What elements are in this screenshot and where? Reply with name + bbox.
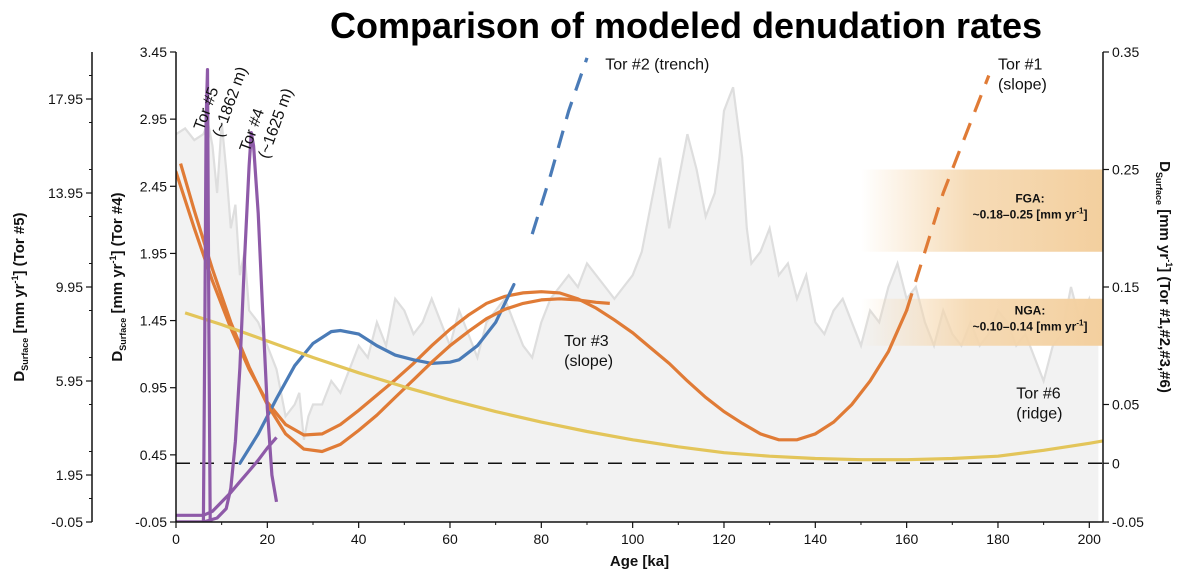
x-tick-label: 20 [260,531,276,547]
annotation-5-line-1: (ridge) [1016,406,1062,423]
series-tor-6-ridge-line [184,311,1103,462]
series-tor-4-1625-m-lower-line [176,436,278,517]
band-range-sup: -1 [1076,318,1084,327]
right-tick-label: 0.15 [1112,279,1139,295]
band-1-range: ~0.10–0.14 [mm yr-1] [973,318,1088,333]
left-outer-axis-label-text: DSurface [mm yr-1] (Tor #5) [10,212,30,381]
annotation-4: Tor #3 (slope) [564,333,613,370]
left-outer-axis-label: DSurface [mm yr-1] (Tor #5) [10,212,30,381]
x-tick-label: 160 [895,531,919,547]
x-tick-label: 0 [172,531,180,547]
x-tick-label: 100 [621,531,645,547]
background-proxy-fill [176,87,1099,522]
annotation-5-line-0: Tor #6 [1016,386,1061,403]
annotation-2-line-0: Tor #2 (trench) [605,57,709,74]
right-tick-label: 0 [1112,455,1120,471]
band-range-close: ] [1083,208,1087,222]
left-outer-tick-label: -0.05 [51,514,83,530]
band-range-close: ] [1083,319,1087,333]
x-tick-label: 60 [442,531,458,547]
left-inner-tick-label: 0.45 [140,447,167,463]
left-inner-tick-label: -0.05 [135,514,167,530]
left-inner-tick-label: 2.45 [140,178,167,194]
left-inner-tick-label: 3.45 [140,44,167,60]
annotation-2: Tor #2 (trench) [605,57,709,74]
right-axis-label-rest: [mm yr [1156,205,1173,259]
left-inner-axis-label-sub: Surface [118,318,128,351]
annotation-0: Tor #5(~1862 m) [191,65,251,140]
right-tick-label: -0.05 [1112,514,1144,530]
left-outer-tick-label: 5.95 [56,373,83,389]
left-outer-axis-label-rest: [mm yr [11,283,28,337]
band-range-sup: -1 [1076,207,1084,216]
left-outer-tick-label: 1.95 [56,467,83,483]
left-outer-axis-label-tail: ] (Tor #5) [11,212,28,275]
left-inner-tick-label: 2.95 [140,111,167,127]
annotation-3-line-1: (slope) [998,77,1047,94]
series-tor-4-1625-m-line [176,131,279,522]
right-axis-label-sup: -1 [1164,259,1174,267]
series-tor-5-1862-m-line [176,68,213,522]
series-tor-2-trench-dashed [530,57,589,235]
left-outer-axis-label-main: D [11,371,28,382]
x-tick-label: 140 [804,531,828,547]
band-1-label: NGA: [1015,303,1046,317]
band-range-text: ~0.10–0.14 [mm yr [973,319,1077,333]
left-inner-axis-label-tail: ] (Tor #4) [109,192,126,255]
annotation-5: Tor #6 (ridge) [1016,386,1062,423]
series-tor-3-line [179,163,610,454]
left-outer-axis-label-sub: Surface [20,338,30,371]
right-tick-label: 0.25 [1112,162,1139,178]
right-axis-label-text: DSurface [mm yr-1] (Tor #1,#2,#3,#6) [1154,161,1174,393]
right-axis-label: DSurface [mm yr-1] (Tor #1,#2,#3,#6) [1154,161,1174,393]
left-inner-tick-label: 1.95 [140,245,167,261]
annotation-1: Tor #4(~1625 m) [237,86,297,161]
band-0 [860,169,1103,252]
left-outer-axis-label-sup: -1 [10,275,20,283]
band-0-label: FGA: [1015,192,1044,206]
right-tick-label: 0.05 [1112,397,1139,413]
annotation-3-line-0: Tor #1 [998,57,1043,74]
x-tick-label: 80 [534,531,550,547]
left-inner-tick-label: 1.45 [140,313,167,329]
series-tor-2-trench-line [238,283,516,465]
annotation-4-line-1: (slope) [564,353,613,370]
left-inner-axis-label: DSurface [mm yr-1] (Tor #4) [108,192,128,361]
band-range-text: ~0.18–0.25 [mm yr [973,208,1077,222]
plot-area [176,57,1103,522]
x-tick-label: 200 [1078,531,1102,547]
x-axis-label: Age [ka] [610,553,669,570]
left-inner-axis-label-rest: [mm yr [109,263,126,317]
left-inner-axis-label-main: D [109,351,126,362]
left-outer-tick-label: 13.95 [48,185,83,201]
x-tick-label: 40 [351,531,367,547]
left-outer-tick-label: 9.95 [56,279,83,295]
right-axis-label-sub: Surface [1154,172,1164,205]
x-tick-label: 180 [986,531,1010,547]
right-axis-label-tail: ] (Tor #1,#2,#3,#6) [1156,267,1173,393]
band-0-range: ~0.18–0.25 [mm yr-1] [973,207,1088,222]
x-tick-label: 120 [712,531,736,547]
chart-title: Comparison of modeled denudation rates [330,5,1042,46]
annotation-4-line-0: Tor #3 [564,333,609,350]
left-inner-tick-label: 0.95 [140,380,167,396]
left-outer-tick-label: 17.95 [48,91,83,107]
right-tick-label: 0.35 [1112,44,1139,60]
left-inner-axis-label-sup: -1 [108,255,118,263]
right-axis-label-main: D [1156,161,1173,172]
series-tor-1-line [176,170,909,442]
left-inner-axis-label-text: DSurface [mm yr-1] (Tor #4) [108,192,128,361]
annotation-3: Tor #1 (slope) [998,57,1047,94]
